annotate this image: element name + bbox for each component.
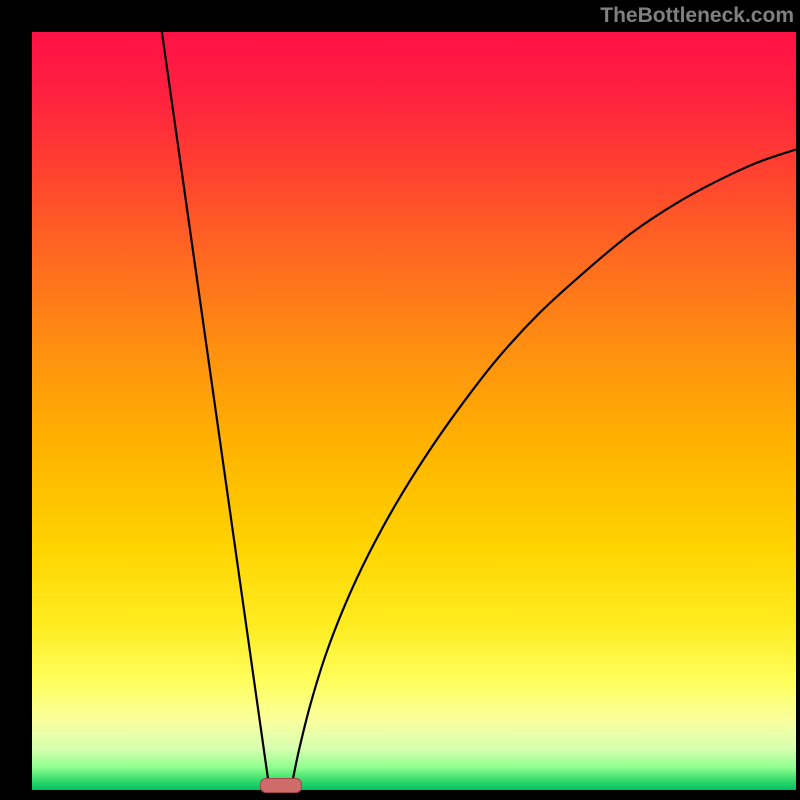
- site-watermark: TheBottleneck.com: [600, 4, 794, 28]
- bottleneck-curve-overlay: [0, 0, 800, 800]
- optimal-range-marker: [260, 778, 302, 793]
